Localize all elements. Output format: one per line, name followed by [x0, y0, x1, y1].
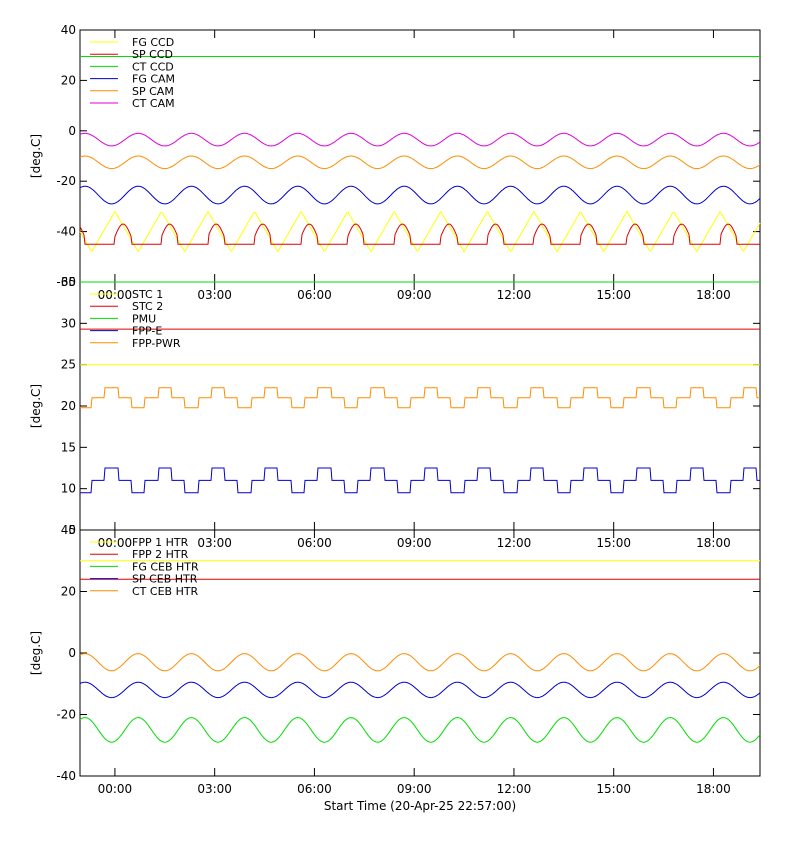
series-line-sp-ceb-htr	[79, 681, 761, 699]
x-tick-label: 18:00	[696, 288, 731, 302]
panel-1: -60 -40 -20 0 20 40 [deg.C] 00:00 03:00 06:00 09:0…	[29, 23, 761, 302]
plot-frame	[79, 281, 761, 531]
legend-label: CT CEB HTR	[132, 585, 199, 598]
y-tick-label: 20	[61, 399, 76, 413]
y-tick-label: -40	[56, 769, 76, 783]
x-tick-label: 12:00	[497, 536, 532, 550]
chart-panels: -60 -40 -20 0 20 40 [deg.C] 00:00 03:00 06:00 09:0…	[29, 23, 761, 796]
x-tick-label: 06:00	[297, 536, 332, 550]
legend-label: PMU	[132, 312, 156, 325]
y-tick-label: 40	[61, 523, 76, 537]
legend-label: FPP 1 HTR	[132, 536, 189, 549]
x-tick-label: 09:00	[397, 536, 432, 550]
y-tick-label: 10	[61, 482, 76, 496]
legend-label: FG CCD	[132, 36, 174, 49]
x-tick-label: 06:00	[297, 288, 332, 302]
legend-label: STC 2	[132, 300, 163, 313]
legend-label: CT CCD	[132, 60, 174, 73]
legend-label: FPP 2 HTR	[132, 548, 189, 561]
x-tick-label: 12:00	[497, 288, 532, 302]
series-line-sp-cam	[79, 155, 761, 170]
legend-label: FPP-E	[132, 325, 162, 338]
series-line-fpp-pwr	[80, 387, 760, 409]
series-line-sp-ccd	[79, 223, 760, 245]
series-line-ct-cam	[79, 132, 761, 147]
series-line-fg-cam	[79, 185, 761, 205]
legend-label: FPP-PWR	[132, 337, 181, 350]
x-tick-label: 15:00	[596, 536, 631, 550]
legend-label: FG CEB HTR	[132, 560, 199, 573]
series-line-ct-ceb-htr	[79, 653, 761, 672]
x-tick-label: 03:00	[197, 288, 232, 302]
x-axis-title: Start Time (20-Apr-25 22:57:00)	[324, 799, 516, 813]
y-axis-label: [deg.C]	[29, 384, 43, 428]
x-tick-label: 00:00	[98, 288, 133, 302]
series-line-fg-ccd	[79, 210, 761, 253]
y-tick-label: 20	[61, 585, 76, 599]
x-tick-label: 00:00	[98, 782, 133, 796]
legend-label: SP CEB HTR	[132, 573, 198, 586]
x-tick-label: 15:00	[596, 288, 631, 302]
y-tick-label: 0	[68, 124, 76, 138]
y-tick-label: 40	[61, 23, 76, 37]
legend-label: SP CAM	[132, 85, 174, 98]
legend-label: STC 1	[132, 288, 163, 301]
legend-label: SP CCD	[132, 48, 173, 61]
y-tick-label: 20	[61, 73, 76, 87]
series-line-fg-ceb-htr	[79, 717, 761, 743]
panel-3: -40 -20 0 20 40 [deg.C] 00:00 03:00 06:00 09:00 12…	[29, 523, 761, 796]
x-tick-label: 06:00	[297, 782, 332, 796]
y-tick-label: 35	[61, 275, 76, 289]
panel-2: 5 10 15 20 25 30 35 [deg.C] 00:00 03:00 06:00 09:00…	[29, 275, 761, 550]
x-tick-label: 18:00	[696, 782, 731, 796]
y-tick-label: -20	[56, 708, 76, 722]
x-tick-label: 09:00	[397, 782, 432, 796]
y-tick-label: -60	[56, 275, 76, 289]
x-tick-label: 03:00	[197, 782, 232, 796]
y-tick-label: 0	[68, 646, 76, 660]
y-tick-label: -20	[56, 174, 76, 188]
legend-label: FG CAM	[132, 73, 175, 86]
y-tick-label: 30	[61, 316, 76, 330]
y-tick-label: 5	[68, 523, 76, 537]
y-tick-label: 15	[61, 440, 76, 454]
x-tick-label: 12:00	[497, 782, 532, 796]
y-tick-label: 25	[61, 358, 76, 372]
y-axis-label: [deg.C]	[29, 631, 43, 675]
x-tick-label: 15:00	[596, 782, 631, 796]
x-tick-label: 00:00	[98, 536, 133, 550]
x-tick-label: 18:00	[696, 536, 731, 550]
legend-label: CT CAM	[132, 97, 175, 110]
y-axis-label: [deg.C]	[29, 134, 43, 178]
y-tick-label: -40	[56, 225, 76, 239]
series-line-fpp-e	[80, 467, 760, 494]
x-tick-label: 03:00	[197, 536, 232, 550]
x-tick-label: 09:00	[397, 288, 432, 302]
